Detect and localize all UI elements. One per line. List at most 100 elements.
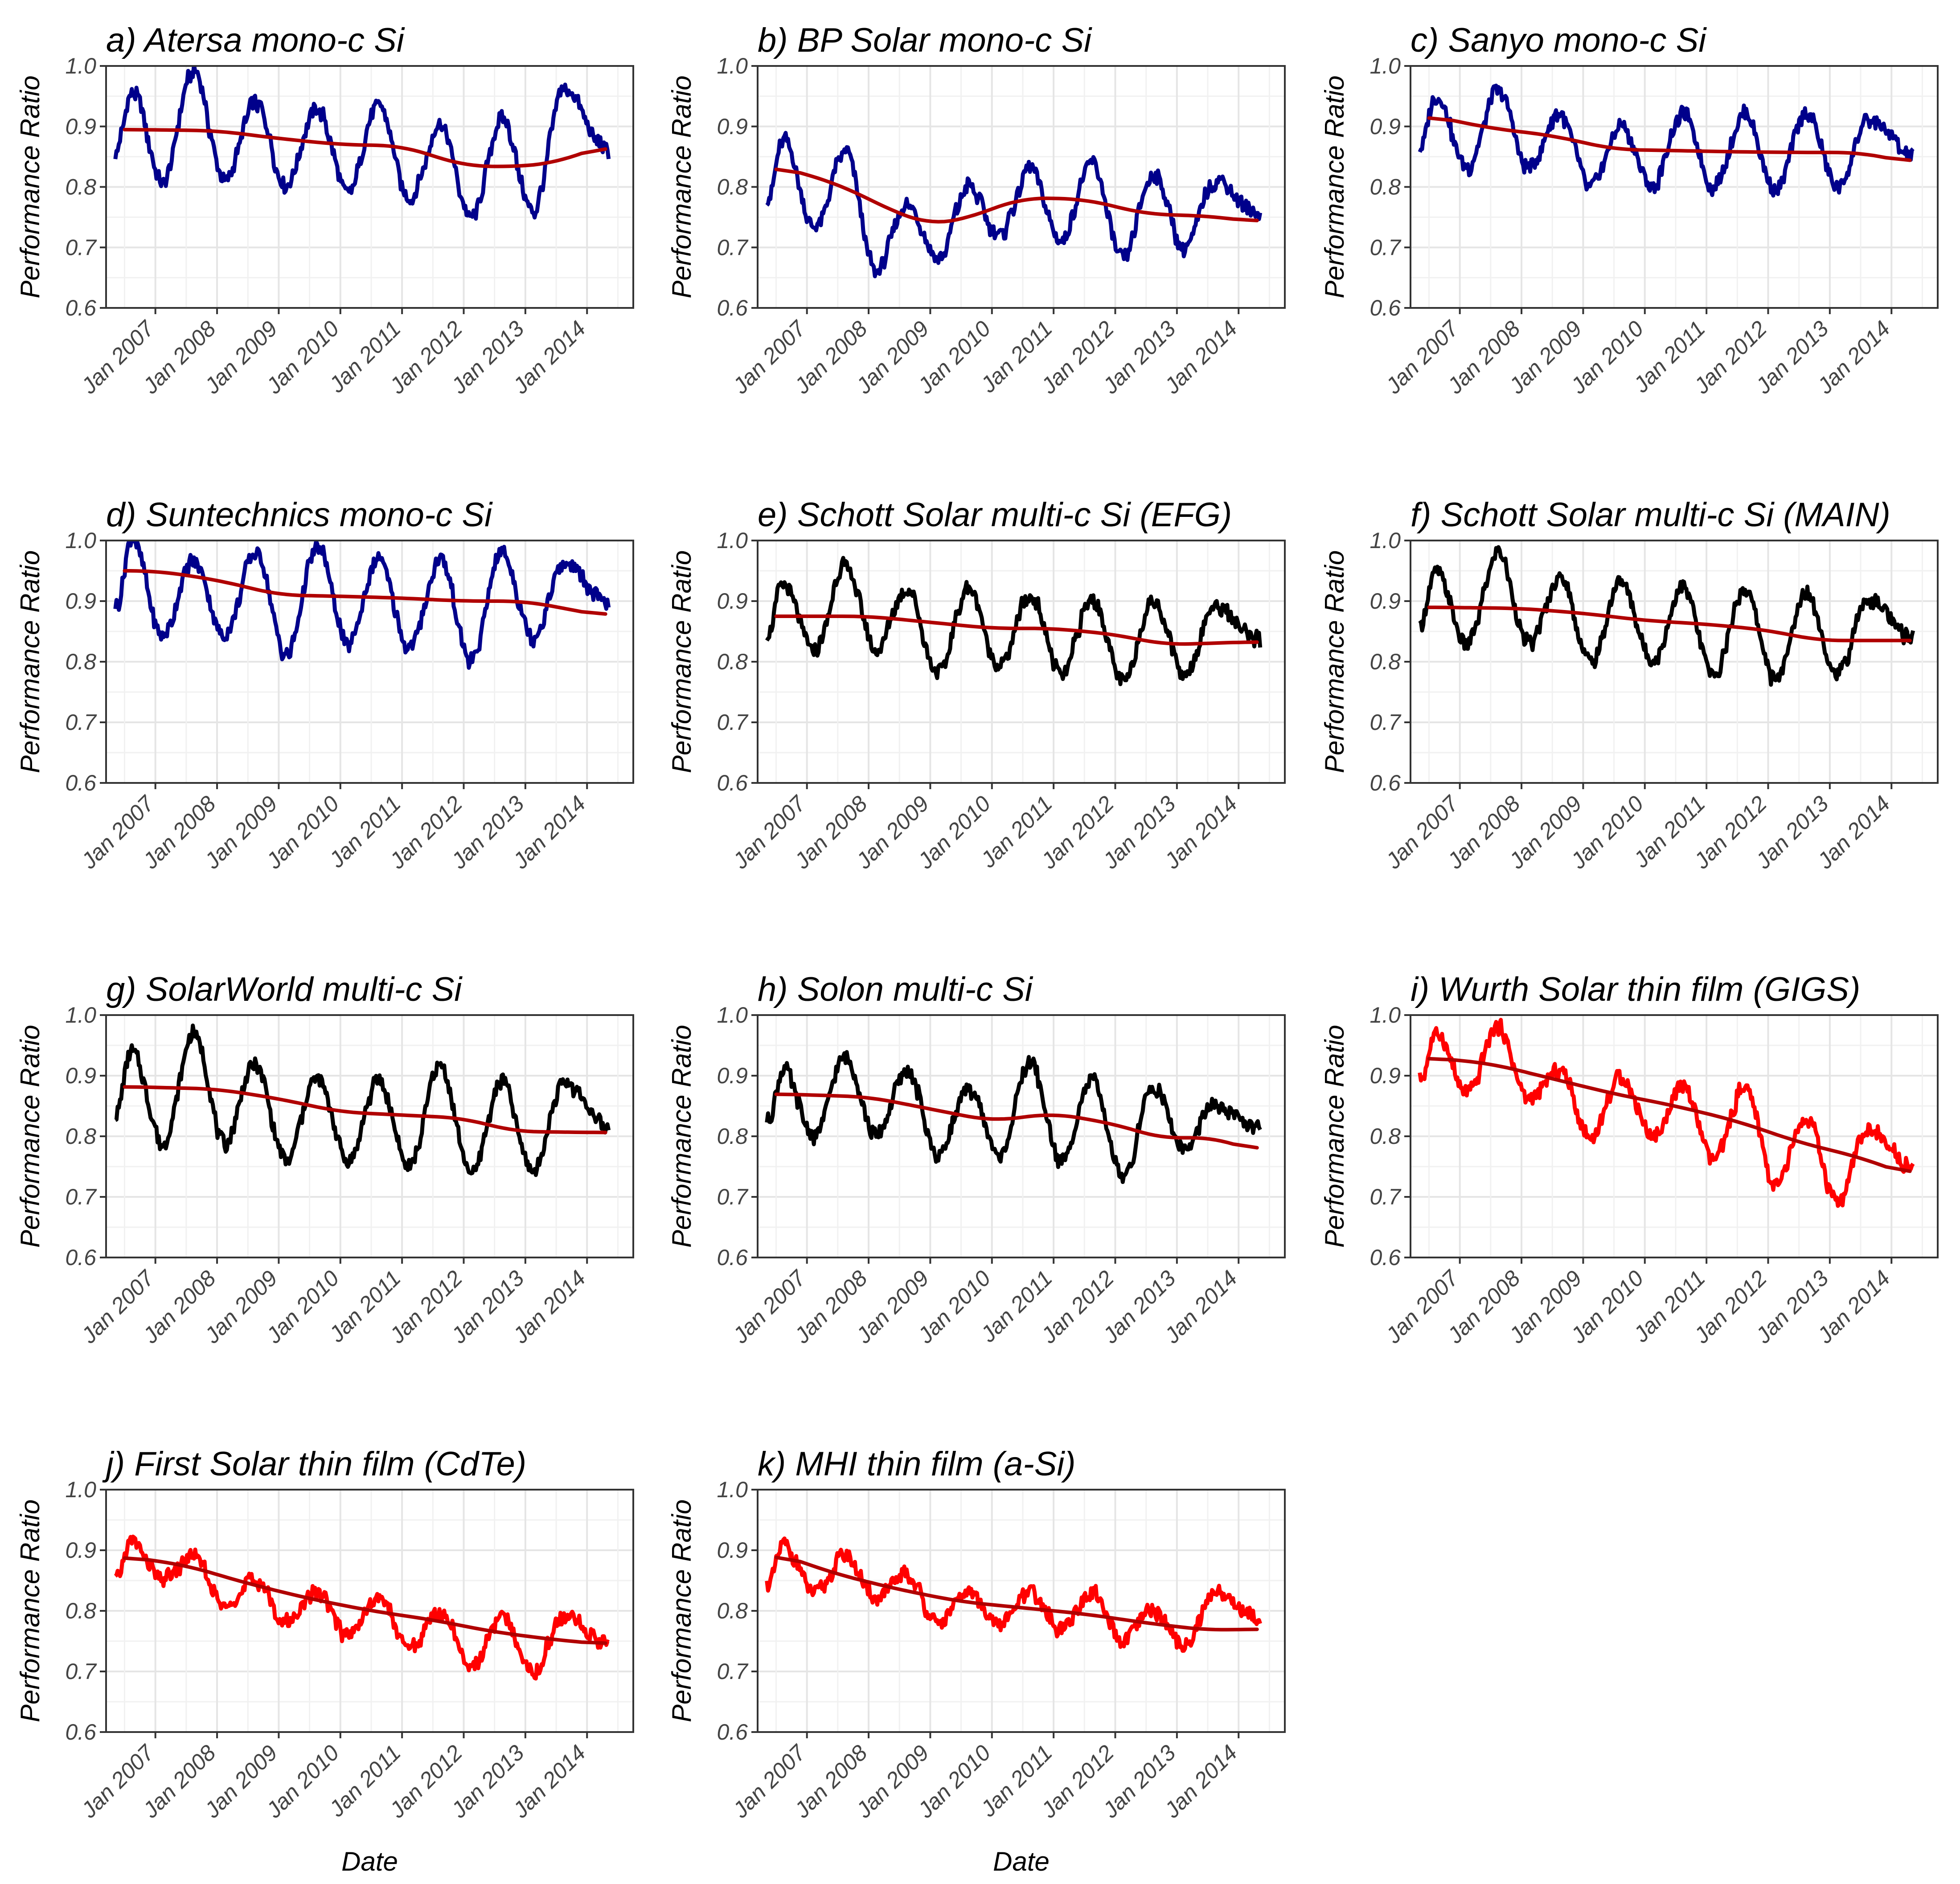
gridlines xyxy=(106,65,633,309)
series-line-performance-ratio xyxy=(113,66,611,221)
series-line-trend xyxy=(1427,606,1912,643)
y-axis-title: Performance Ratio xyxy=(667,75,697,298)
panel-title: k) MHI thin film (a-Si) xyxy=(758,1445,1076,1483)
y-tick-label: 0.6 xyxy=(65,1245,96,1270)
panel-7: g) SolarWorld multi-c Si0.60.70.80.91.0J… xyxy=(15,971,634,1348)
y-tick-label: 1.0 xyxy=(1370,53,1401,78)
panel-title: c) Sanyo mono-c Si xyxy=(1411,21,1707,59)
y-tick-label: 0.6 xyxy=(717,295,748,320)
gridlines xyxy=(758,540,1285,784)
series-line-trend xyxy=(123,127,607,168)
series-line-trend xyxy=(123,569,607,616)
panel-6: f) Schott Solar multi-c Si (MAIN) 0.6 0.7 0… xyxy=(1320,496,1939,874)
y-tick-label: 0.8 xyxy=(65,1124,96,1149)
y-tick-label: 0.6 xyxy=(65,770,96,795)
y-axis-title: Performance Ratio xyxy=(667,1025,697,1248)
y-tick-label: 0.6 xyxy=(717,770,748,795)
panel-5: e) Schott Solar multi-c Si (EFG) 0.6 0.7 0.… xyxy=(667,496,1286,874)
y-tick-label: 0.7 xyxy=(717,710,749,735)
y-tick-label: 1.0 xyxy=(717,1003,748,1028)
y-tick-label: 0.7 xyxy=(65,235,97,260)
y-tick-label: 0.9 xyxy=(65,1063,96,1088)
series-line-trend xyxy=(1427,116,1912,162)
gridlines xyxy=(106,1489,633,1733)
y-tick-label: 0.7 xyxy=(65,1659,97,1684)
y-tick-label: 0.6 xyxy=(1370,295,1401,320)
gridlines xyxy=(758,1489,1285,1733)
y-tick-label: 0.8 xyxy=(1370,649,1401,674)
y-tick-label: 0.9 xyxy=(1370,114,1401,139)
series-line-performance-ratio xyxy=(1418,83,1915,198)
y-tick-label: 0.8 xyxy=(1370,175,1401,200)
y-axis-title: Performance Ratio xyxy=(15,75,45,298)
series-line-trend xyxy=(774,614,1259,646)
series-line-performance-ratio xyxy=(765,1050,1262,1184)
y-tick-label: 0.8 xyxy=(65,175,96,200)
y-tick-label: 0.9 xyxy=(65,589,96,614)
gridlines xyxy=(758,65,1285,309)
panel-title: b) BP Solar mono-c Si xyxy=(758,21,1092,59)
series-line-performance-ratio xyxy=(113,541,611,670)
y-tick-label: 0.9 xyxy=(717,589,748,614)
series-line-performance-ratio xyxy=(114,1024,611,1177)
y-tick-label: 0.7 xyxy=(717,1659,749,1684)
y-tick-label: 1.0 xyxy=(717,528,748,553)
panel-title: a) Atersa mono-c Si xyxy=(106,21,405,59)
y-tick-label: 0.9 xyxy=(1370,589,1401,614)
panel-4: d) Suntechnics mono-c Si0.60.70.80.91.0J… xyxy=(15,496,634,874)
y-tick-label: 0.7 xyxy=(1370,1184,1402,1209)
y-tick-label: 1.0 xyxy=(65,1477,96,1502)
y-tick-label: 0.9 xyxy=(717,114,748,139)
y-tick-label: 0.8 xyxy=(65,1598,96,1623)
y-axis-title: Performance Ratio xyxy=(667,550,697,773)
panel-title: i) Wurth Solar thin film (GIGS) xyxy=(1411,971,1860,1008)
y-axis-title: Performance Ratio xyxy=(1320,1025,1349,1248)
panel-10: j) First Solar thin film (CdTe) 0.6 0.7 0.8… xyxy=(15,1445,634,1876)
y-tick-label: 0.6 xyxy=(717,1720,748,1745)
series-line-trend xyxy=(774,1092,1259,1150)
y-tick-label: 1.0 xyxy=(717,1477,748,1502)
y-axis-title: Performance Ratio xyxy=(15,1499,45,1722)
y-tick-label: 0.7 xyxy=(1370,235,1402,260)
y-tick-label: 0.6 xyxy=(717,1245,748,1270)
series-line-performance-ratio xyxy=(1418,1018,1915,1208)
y-tick-label: 0.7 xyxy=(717,235,749,260)
series-line-trend xyxy=(774,167,1259,224)
series-line-trend xyxy=(123,1085,607,1134)
panel-title: g) SolarWorld multi-c Si xyxy=(106,971,463,1008)
panel-title: j) First Solar thin film (CdTe) xyxy=(102,1445,526,1483)
y-axis-title: Performance Ratio xyxy=(1320,550,1349,773)
y-tick-label: 0.7 xyxy=(65,1184,97,1209)
series-line-trend xyxy=(1427,1057,1912,1173)
series-line-trend xyxy=(123,1556,607,1645)
series-line-performance-ratio xyxy=(765,1536,1262,1653)
y-tick-label: 0.6 xyxy=(65,295,96,320)
x-axis-title: Date xyxy=(993,1847,1050,1876)
y-tick-label: 0.9 xyxy=(1370,1063,1401,1088)
panel-9: i) Wurth Solar thin film (GIGS) 0.6 0.7 0.8… xyxy=(1320,971,1939,1348)
y-tick-label: 0.6 xyxy=(1370,1245,1401,1270)
y-tick-label: 0.8 xyxy=(717,649,748,674)
panel-title: f) Schott Solar multi-c Si (MAIN) xyxy=(1411,496,1890,534)
y-tick-label: 0.8 xyxy=(717,1124,748,1149)
y-tick-label: 1.0 xyxy=(1370,1003,1401,1028)
panel-title: h) Solon multi-c Si xyxy=(758,971,1033,1008)
y-tick-label: 0.8 xyxy=(1370,1124,1401,1149)
panel-11: k) MHI thin film (a-Si)0.60.70.80.91.0Ja… xyxy=(667,1445,1286,1876)
y-tick-label: 0.9 xyxy=(717,1063,748,1088)
y-tick-label: 0.9 xyxy=(65,1538,96,1563)
y-tick-label: 1.0 xyxy=(65,528,96,553)
panel-2: b) BP Solar mono-c Si0.60.70.80.91.0Jan … xyxy=(667,21,1286,399)
y-tick-label: 0.7 xyxy=(65,710,97,735)
y-tick-label: 0.8 xyxy=(717,175,748,200)
x-axis-title: Date xyxy=(341,1847,398,1876)
y-tick-label: 1.0 xyxy=(717,53,748,78)
y-axis-title: Performance Ratio xyxy=(1320,75,1349,298)
y-tick-label: 0.9 xyxy=(717,1538,748,1563)
gridlines xyxy=(1411,540,1938,784)
y-axis-title: Performance Ratio xyxy=(15,550,45,773)
y-tick-label: 0.6 xyxy=(65,1720,96,1745)
